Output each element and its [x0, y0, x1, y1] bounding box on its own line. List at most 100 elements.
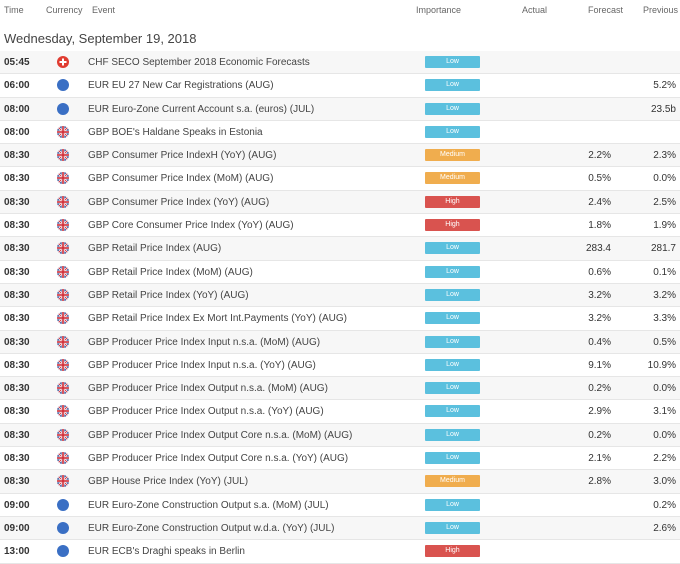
previous-value: 3.3%	[653, 313, 676, 325]
importance-badge: Low	[425, 428, 480, 441]
table-row[interactable]: 08:30 GBP Consumer Price Index (YoY) (AUG…	[0, 190, 680, 215]
gbp-flag-icon	[57, 452, 69, 465]
importance-badge: Medium	[425, 149, 480, 162]
previous-value: 3.0%	[653, 476, 676, 488]
event-time: 08:30	[4, 406, 30, 418]
event-name[interactable]: EUR ECB's Draghi speaks in Berlin	[88, 546, 245, 558]
gbp-flag-icon	[57, 172, 69, 185]
table-row[interactable]: 08:30 GBP Producer Price Index Input n.s.…	[0, 330, 680, 354]
gbp-flag-icon	[57, 382, 69, 395]
event-name[interactable]: GBP Consumer Price Index (YoY) (AUG)	[88, 196, 270, 208]
event-time: 08:00	[4, 103, 30, 115]
event-time: 08:00	[4, 126, 30, 138]
event-time: 08:30	[4, 429, 30, 441]
forecast-value: 3.2%	[588, 289, 611, 301]
event-name[interactable]: GBP Producer Price Index Input n.s.a. (Y…	[88, 359, 316, 371]
event-time: 09:00	[4, 522, 30, 534]
previous-value: 0.5%	[653, 336, 676, 348]
header-time: Time	[4, 5, 24, 15]
event-name[interactable]: GBP Producer Price Index Output Core n.s…	[88, 453, 349, 465]
date-heading: Wednesday, September 19, 2018	[0, 22, 680, 52]
importance-badge: Medium	[425, 172, 480, 185]
event-name[interactable]: GBP Retail Price Index (AUG)	[88, 243, 222, 255]
table-row[interactable]: 08:30 GBP Consumer Price IndexH (YoY) (AU…	[0, 144, 680, 168]
table-row[interactable]: 09:00 EUR Euro-Zone Construction Output w…	[0, 516, 680, 541]
table-row[interactable]: 08:30 GBP Producer Price Index Output n.s…	[0, 377, 680, 401]
previous-value: 2.5%	[653, 196, 676, 208]
event-name[interactable]: EUR Euro-Zone Construction Output s.a. (…	[88, 499, 329, 511]
previous-value: 0.2%	[653, 499, 676, 511]
event-time: 08:30	[4, 266, 30, 278]
event-time: 08:30	[4, 173, 30, 185]
previous-value: 0.0%	[653, 429, 676, 441]
table-row[interactable]: 08:30 GBP Producer Price Index Output n.s…	[0, 400, 680, 424]
importance-badge: Low	[425, 358, 480, 371]
event-time: 08:30	[4, 359, 30, 371]
importance-badge: High	[425, 195, 480, 208]
event-name[interactable]: EUR EU 27 New Car Registrations (AUG)	[88, 80, 274, 92]
event-name[interactable]: GBP Producer Price Index Input n.s.a. (M…	[88, 336, 321, 348]
event-name[interactable]: GBP Retail Price Index Ex Mort Int.Payme…	[88, 313, 347, 325]
table-row[interactable]: 05:45 CHF SECO September 2018 Economic Fo…	[0, 51, 680, 75]
event-name[interactable]: GBP House Price Index (YoY) (JUL)	[88, 476, 249, 488]
chf-flag-icon	[57, 56, 69, 68]
forecast-value: 3.2%	[588, 313, 611, 325]
table-row[interactable]: 08:30 GBP Retail Price Index (AUG) Low 283.…	[0, 237, 680, 261]
previous-value: 5.2%	[653, 80, 676, 92]
importance-badge: Low	[425, 312, 480, 325]
importance-badge: Low	[425, 452, 480, 465]
forecast-value: 2.8%	[588, 476, 611, 488]
table-row[interactable]: 08:00 GBP BOE's Haldane Speaks in Estonia…	[0, 121, 680, 145]
forecast-value: 0.2%	[588, 383, 611, 395]
header-forecast: Forecast	[588, 5, 624, 15]
table-row[interactable]: 08:30 GBP Consumer Price Index (MoM) (AUG…	[0, 167, 680, 191]
importance-badge: Low	[425, 125, 480, 138]
eur-flag-icon	[57, 102, 69, 115]
importance-badge: Low	[425, 288, 480, 301]
event-name[interactable]: GBP Consumer Price IndexH (YoY) (AUG)	[88, 150, 277, 162]
table-row[interactable]: 08:30 GBP Producer Price Index Input n.s.…	[0, 354, 680, 378]
event-name[interactable]: EUR Euro-Zone Construction Output w.d.a.…	[88, 522, 335, 534]
event-time: 08:30	[4, 289, 30, 301]
event-name[interactable]: EUR Euro-Zone Current Account s.a. (euro…	[88, 103, 315, 115]
table-row[interactable]: 08:30 GBP House Price Index (YoY) (JUL) Me…	[0, 470, 680, 494]
event-name[interactable]: GBP Retail Price Index (MoM) (AUG)	[88, 266, 253, 278]
event-name[interactable]: GBP BOE's Haldane Speaks in Estonia	[88, 126, 263, 138]
importance-badge: Medium	[425, 475, 480, 488]
previous-value: 23.5b	[650, 103, 676, 115]
importance-badge: Low	[425, 382, 480, 395]
gbp-flag-icon	[57, 149, 69, 162]
table-row[interactable]: 08:30 GBP Retail Price Index Ex Mort Int.…	[0, 307, 680, 331]
table-row[interactable]: 06:00 EUR EU 27 New Car Registrations (AU…	[0, 74, 680, 98]
previous-value: 3.2%	[653, 289, 676, 301]
gbp-flag-icon	[57, 475, 69, 488]
event-name[interactable]: CHF SECO September 2018 Economic Forecas…	[88, 57, 310, 68]
importance-badge: Low	[425, 335, 480, 348]
gbp-flag-icon	[57, 358, 69, 371]
event-time: 09:00	[4, 499, 30, 511]
event-name[interactable]: GBP Consumer Price Index (MoM) (AUG)	[88, 173, 274, 185]
gbp-flag-icon	[57, 405, 69, 418]
table-row[interactable]: 08:30 GBP Producer Price Index Output Cor…	[0, 423, 680, 448]
event-name[interactable]: GBP Producer Price Index Output n.s.a. (…	[88, 406, 324, 418]
header-event: Event	[92, 5, 116, 15]
previous-value: 0.0%	[653, 173, 676, 185]
previous-value: 10.9%	[647, 359, 676, 371]
table-row[interactable]: 13:00 EUR ECB's Draghi speaks in Berlin Hi…	[0, 540, 680, 564]
event-name[interactable]: GBP Producer Price Index Output n.s.a. (…	[88, 383, 328, 395]
table-row[interactable]: 08:30 GBP Retail Price Index (MoM) (AUG) L…	[0, 261, 680, 284]
event-name[interactable]: GBP Core Consumer Price Index (YoY) (AUG…	[88, 220, 294, 232]
table-row[interactable]: 08:00 EUR Euro-Zone Current Account s.a. …	[0, 97, 680, 121]
eur-flag-icon	[57, 79, 69, 92]
event-name[interactable]: GBP Retail Price Index (YoY) (AUG)	[88, 289, 249, 301]
table-row[interactable]: 09:00 EUR Euro-Zone Construction Output s…	[0, 494, 680, 517]
event-time: 08:30	[4, 150, 30, 162]
forecast-value: 0.4%	[588, 336, 611, 348]
event-time: 08:30	[4, 336, 30, 348]
event-name[interactable]: GBP Producer Price Index Output Core n.s…	[88, 429, 353, 441]
table-row[interactable]: 08:30 GBP Retail Price Index (YoY) (AUG) L…	[0, 283, 680, 308]
event-time: 08:30	[4, 313, 30, 325]
table-row[interactable]: 08:30 GBP Core Consumer Price Index (YoY)…	[0, 214, 680, 238]
gbp-flag-icon	[57, 312, 69, 325]
table-row[interactable]: 08:30 GBP Producer Price Index Output Cor…	[0, 447, 680, 471]
